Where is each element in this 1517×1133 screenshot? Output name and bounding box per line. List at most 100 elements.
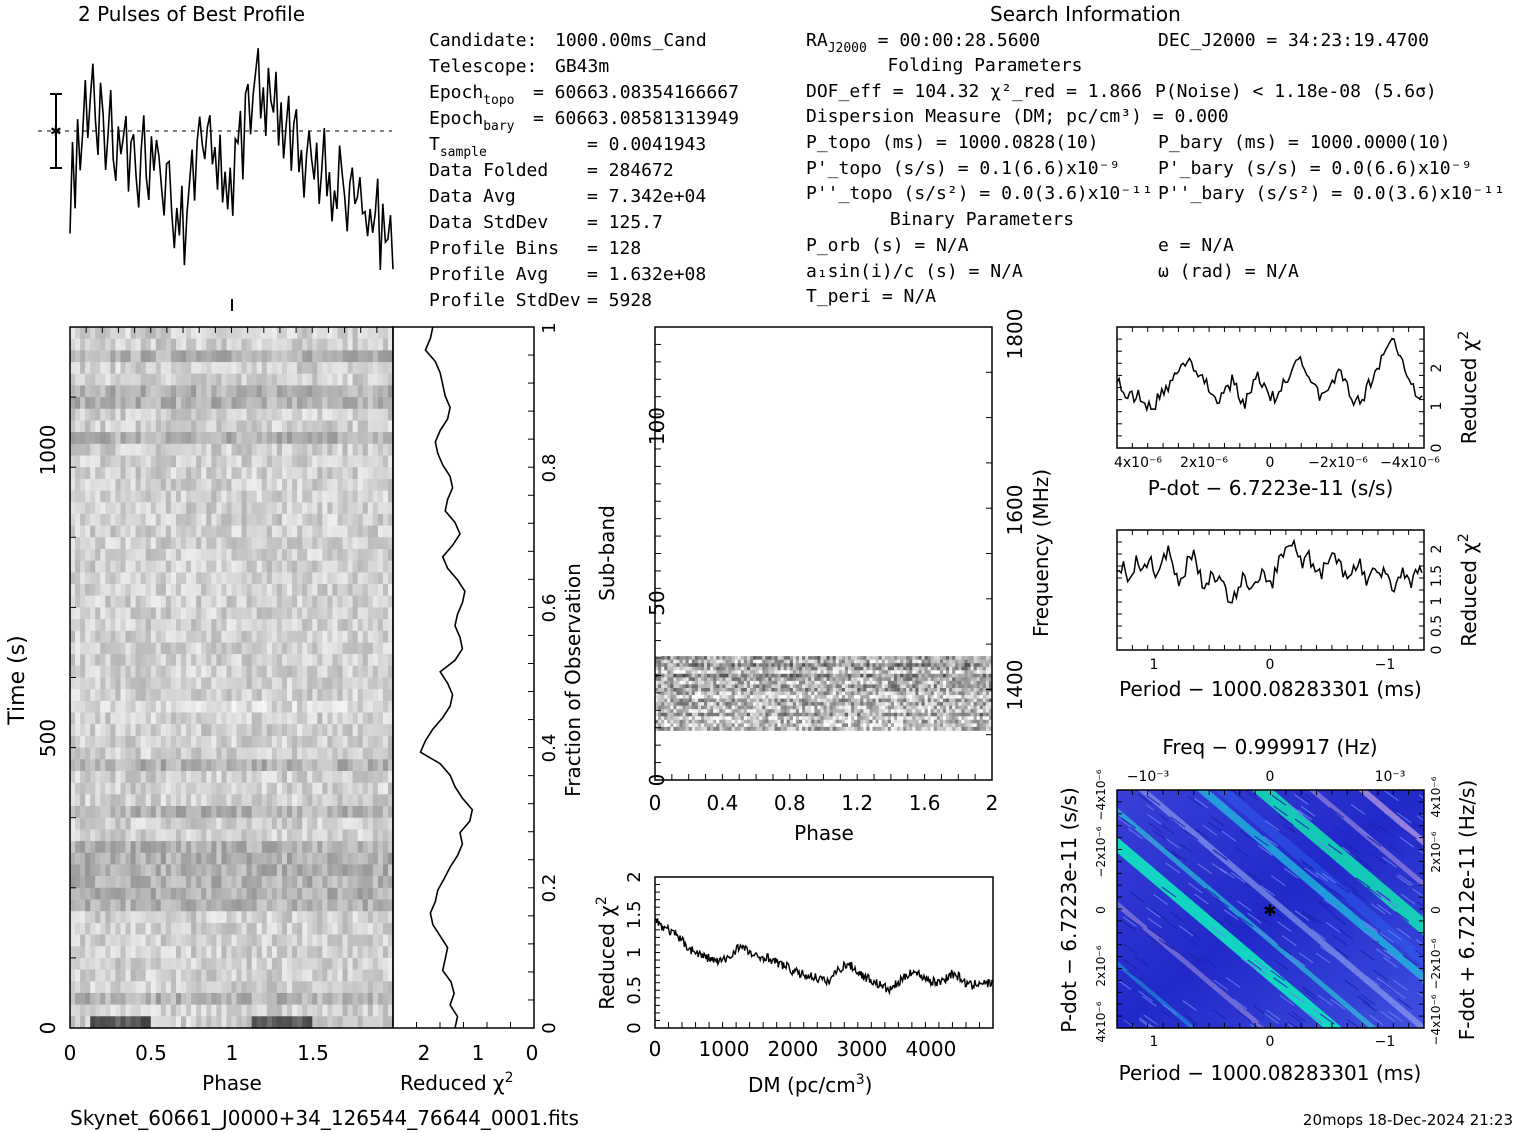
subband-cell	[774, 656, 778, 660]
subband-cell	[759, 684, 763, 689]
subband-cell	[783, 659, 788, 664]
subband-cell	[820, 663, 824, 668]
heatmap-cell	[150, 934, 157, 947]
heatmap-cell	[388, 467, 394, 480]
subband-cell	[697, 663, 702, 668]
heatmap-cell	[327, 852, 333, 866]
heatmap-cell	[85, 864, 91, 877]
heatmap-cell	[170, 747, 177, 760]
subband-cell	[820, 677, 824, 682]
heatmap-cell	[100, 478, 106, 492]
heatmap-cell	[362, 922, 369, 936]
heatmap-cell	[130, 549, 137, 562]
heatmap-cell	[362, 771, 369, 784]
heatmap-cell	[231, 852, 238, 866]
heatmap-cell	[256, 747, 263, 760]
heatmap-cell	[75, 595, 81, 608]
heatmap-cell	[176, 549, 182, 562]
subband-cell	[946, 677, 950, 682]
heatmap-cell	[246, 841, 253, 854]
heatmap-cell	[352, 829, 359, 842]
heatmap-cell	[160, 712, 167, 725]
subband-cell	[841, 663, 846, 668]
heatmap-cell	[236, 852, 243, 866]
heatmap-cell	[246, 665, 253, 679]
heatmap-cell	[85, 771, 91, 784]
heatmap-cell	[287, 455, 293, 468]
heatmap-cell	[382, 654, 389, 667]
subband-cell	[762, 684, 766, 689]
heatmap-cell	[135, 478, 142, 492]
heatmap-cell	[145, 771, 152, 784]
heatmap-cell	[276, 630, 283, 644]
heatmap-cell	[367, 513, 374, 527]
subband-cell	[719, 666, 723, 671]
heatmap-cell	[206, 584, 212, 597]
subband-cell	[746, 659, 751, 664]
heatmap-cell	[150, 806, 157, 819]
heatmap-cell	[382, 677, 389, 690]
heatmap-cell	[271, 327, 278, 340]
subband-cell	[973, 680, 978, 685]
subband-cell	[768, 673, 772, 678]
heatmap-cell	[347, 677, 354, 690]
heatmap-cell	[266, 385, 273, 398]
heatmap-cell	[206, 934, 212, 947]
heatmap-cell	[251, 350, 258, 363]
heatmap-cell	[352, 513, 359, 527]
heatmap-cell	[115, 385, 121, 398]
subband-cell	[743, 673, 748, 678]
subband-cell	[679, 684, 683, 689]
heatmap-cell	[266, 549, 273, 562]
heatmap-cell	[302, 327, 308, 340]
heatmap-cell	[317, 735, 323, 749]
heatmap-cell	[181, 630, 187, 644]
subband-cell	[903, 656, 907, 660]
subband-cell	[915, 680, 919, 685]
heatmap-cell	[181, 432, 187, 445]
heatmap-cell	[327, 934, 333, 947]
heatmap-cell	[327, 1016, 333, 1029]
heatmap-cell	[70, 327, 76, 340]
heatmap-cell	[342, 934, 349, 947]
heatmap-cell	[80, 735, 86, 749]
heatmap-cell	[276, 724, 283, 737]
subband-cell	[820, 670, 824, 675]
heatmap-cell	[155, 572, 162, 585]
heatmap-cell	[226, 397, 233, 410]
heatmap-cell	[165, 1016, 172, 1029]
heatmap-cell	[160, 513, 167, 527]
heatmap-cell	[357, 595, 364, 608]
heatmap-cell	[176, 455, 182, 468]
heatmap-cell	[362, 829, 369, 842]
heatmap-cell	[342, 735, 349, 749]
heatmap-cell	[388, 969, 394, 982]
heatmap-cell	[110, 490, 116, 503]
subband-cell	[835, 663, 840, 668]
heatmap-cell	[302, 712, 308, 725]
subband-cell	[943, 677, 947, 682]
heatmap-cell	[201, 969, 207, 982]
heatmap-cell	[221, 946, 227, 959]
heatmap-cell	[271, 549, 278, 562]
heatmap-cell	[347, 782, 354, 795]
subband-cell	[811, 680, 815, 685]
heatmap-cell	[75, 817, 81, 830]
heatmap-cell	[115, 537, 121, 550]
subband-cell	[802, 663, 806, 668]
heatmap-cell	[231, 350, 238, 363]
heatmap-cell	[115, 934, 121, 947]
subband-cell	[774, 663, 778, 668]
heatmap-cell	[332, 864, 338, 877]
heatmap-cell	[241, 1016, 248, 1029]
heatmap-cell	[75, 876, 81, 889]
subband-cell	[946, 673, 950, 678]
heatmap-cell	[160, 747, 167, 760]
heatmap-cell	[271, 899, 278, 912]
heatmap-cell	[292, 829, 298, 842]
heatmap-cell	[105, 969, 111, 982]
heatmap-cell	[90, 455, 96, 468]
heatmap-cell	[261, 782, 268, 795]
heatmap-cell	[377, 584, 384, 597]
heatmap-cell	[105, 537, 111, 550]
